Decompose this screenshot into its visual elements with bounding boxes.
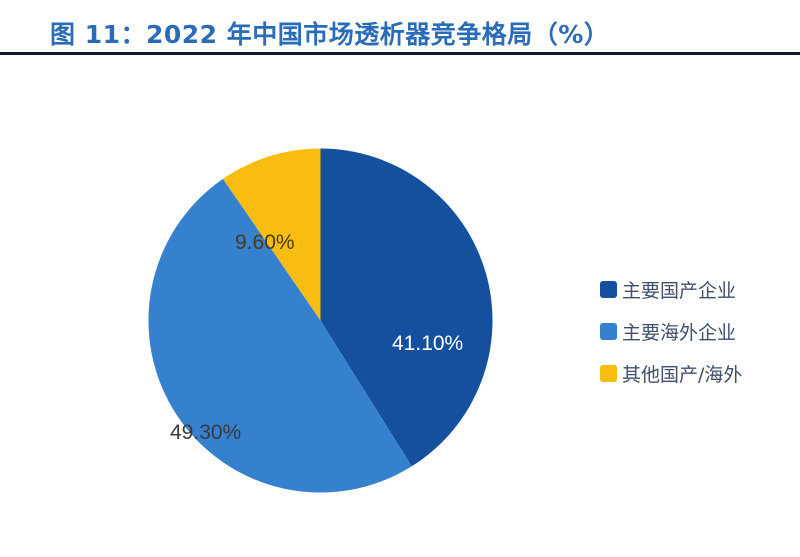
legend-item-label: 主要海外企业 — [622, 321, 737, 344]
title-divider — [0, 52, 800, 55]
pie-svg — [148, 148, 493, 493]
pie-label-other: 9.60% — [235, 231, 295, 254]
title-block: 图 11：2022 年中国市场透析器竞争格局（%） — [0, 0, 800, 58]
pie-label-primary-overseas: 49.30% — [170, 421, 242, 444]
legend-item-other[interactable]: 其他国产/海外 — [600, 352, 790, 394]
pie-slice-other[interactable] — [222, 148, 321, 321]
pie-slice-primary-overseas[interactable] — [148, 178, 412, 493]
chart-legend: 主要国产企业 主要海外企业 其他国产/海外 — [600, 268, 790, 394]
legend-item-label: 其他国产/海外 — [622, 363, 743, 386]
plot-area: 41.10% 49.30% 9.60% 主要国产企业 主要海外企业 其他国产/海… — [0, 58, 800, 557]
legend-swatch-icon — [600, 364, 617, 382]
legend-item-primary-overseas[interactable]: 主要海外企业 — [600, 310, 790, 352]
legend-item-primary-domestic[interactable]: 主要国产企业 — [600, 268, 790, 310]
pie-slice-primary-domestic[interactable] — [320, 148, 493, 467]
legend-swatch-icon — [600, 280, 617, 298]
pie-chart — [148, 148, 493, 493]
legend-item-label: 主要国产企业 — [622, 279, 737, 302]
legend-swatch-icon — [600, 322, 617, 340]
page-title: 图 11：2022 年中国市场透析器竞争格局（%） — [50, 20, 610, 49]
pie-label-primary-domestic: 41.10% — [392, 332, 464, 355]
